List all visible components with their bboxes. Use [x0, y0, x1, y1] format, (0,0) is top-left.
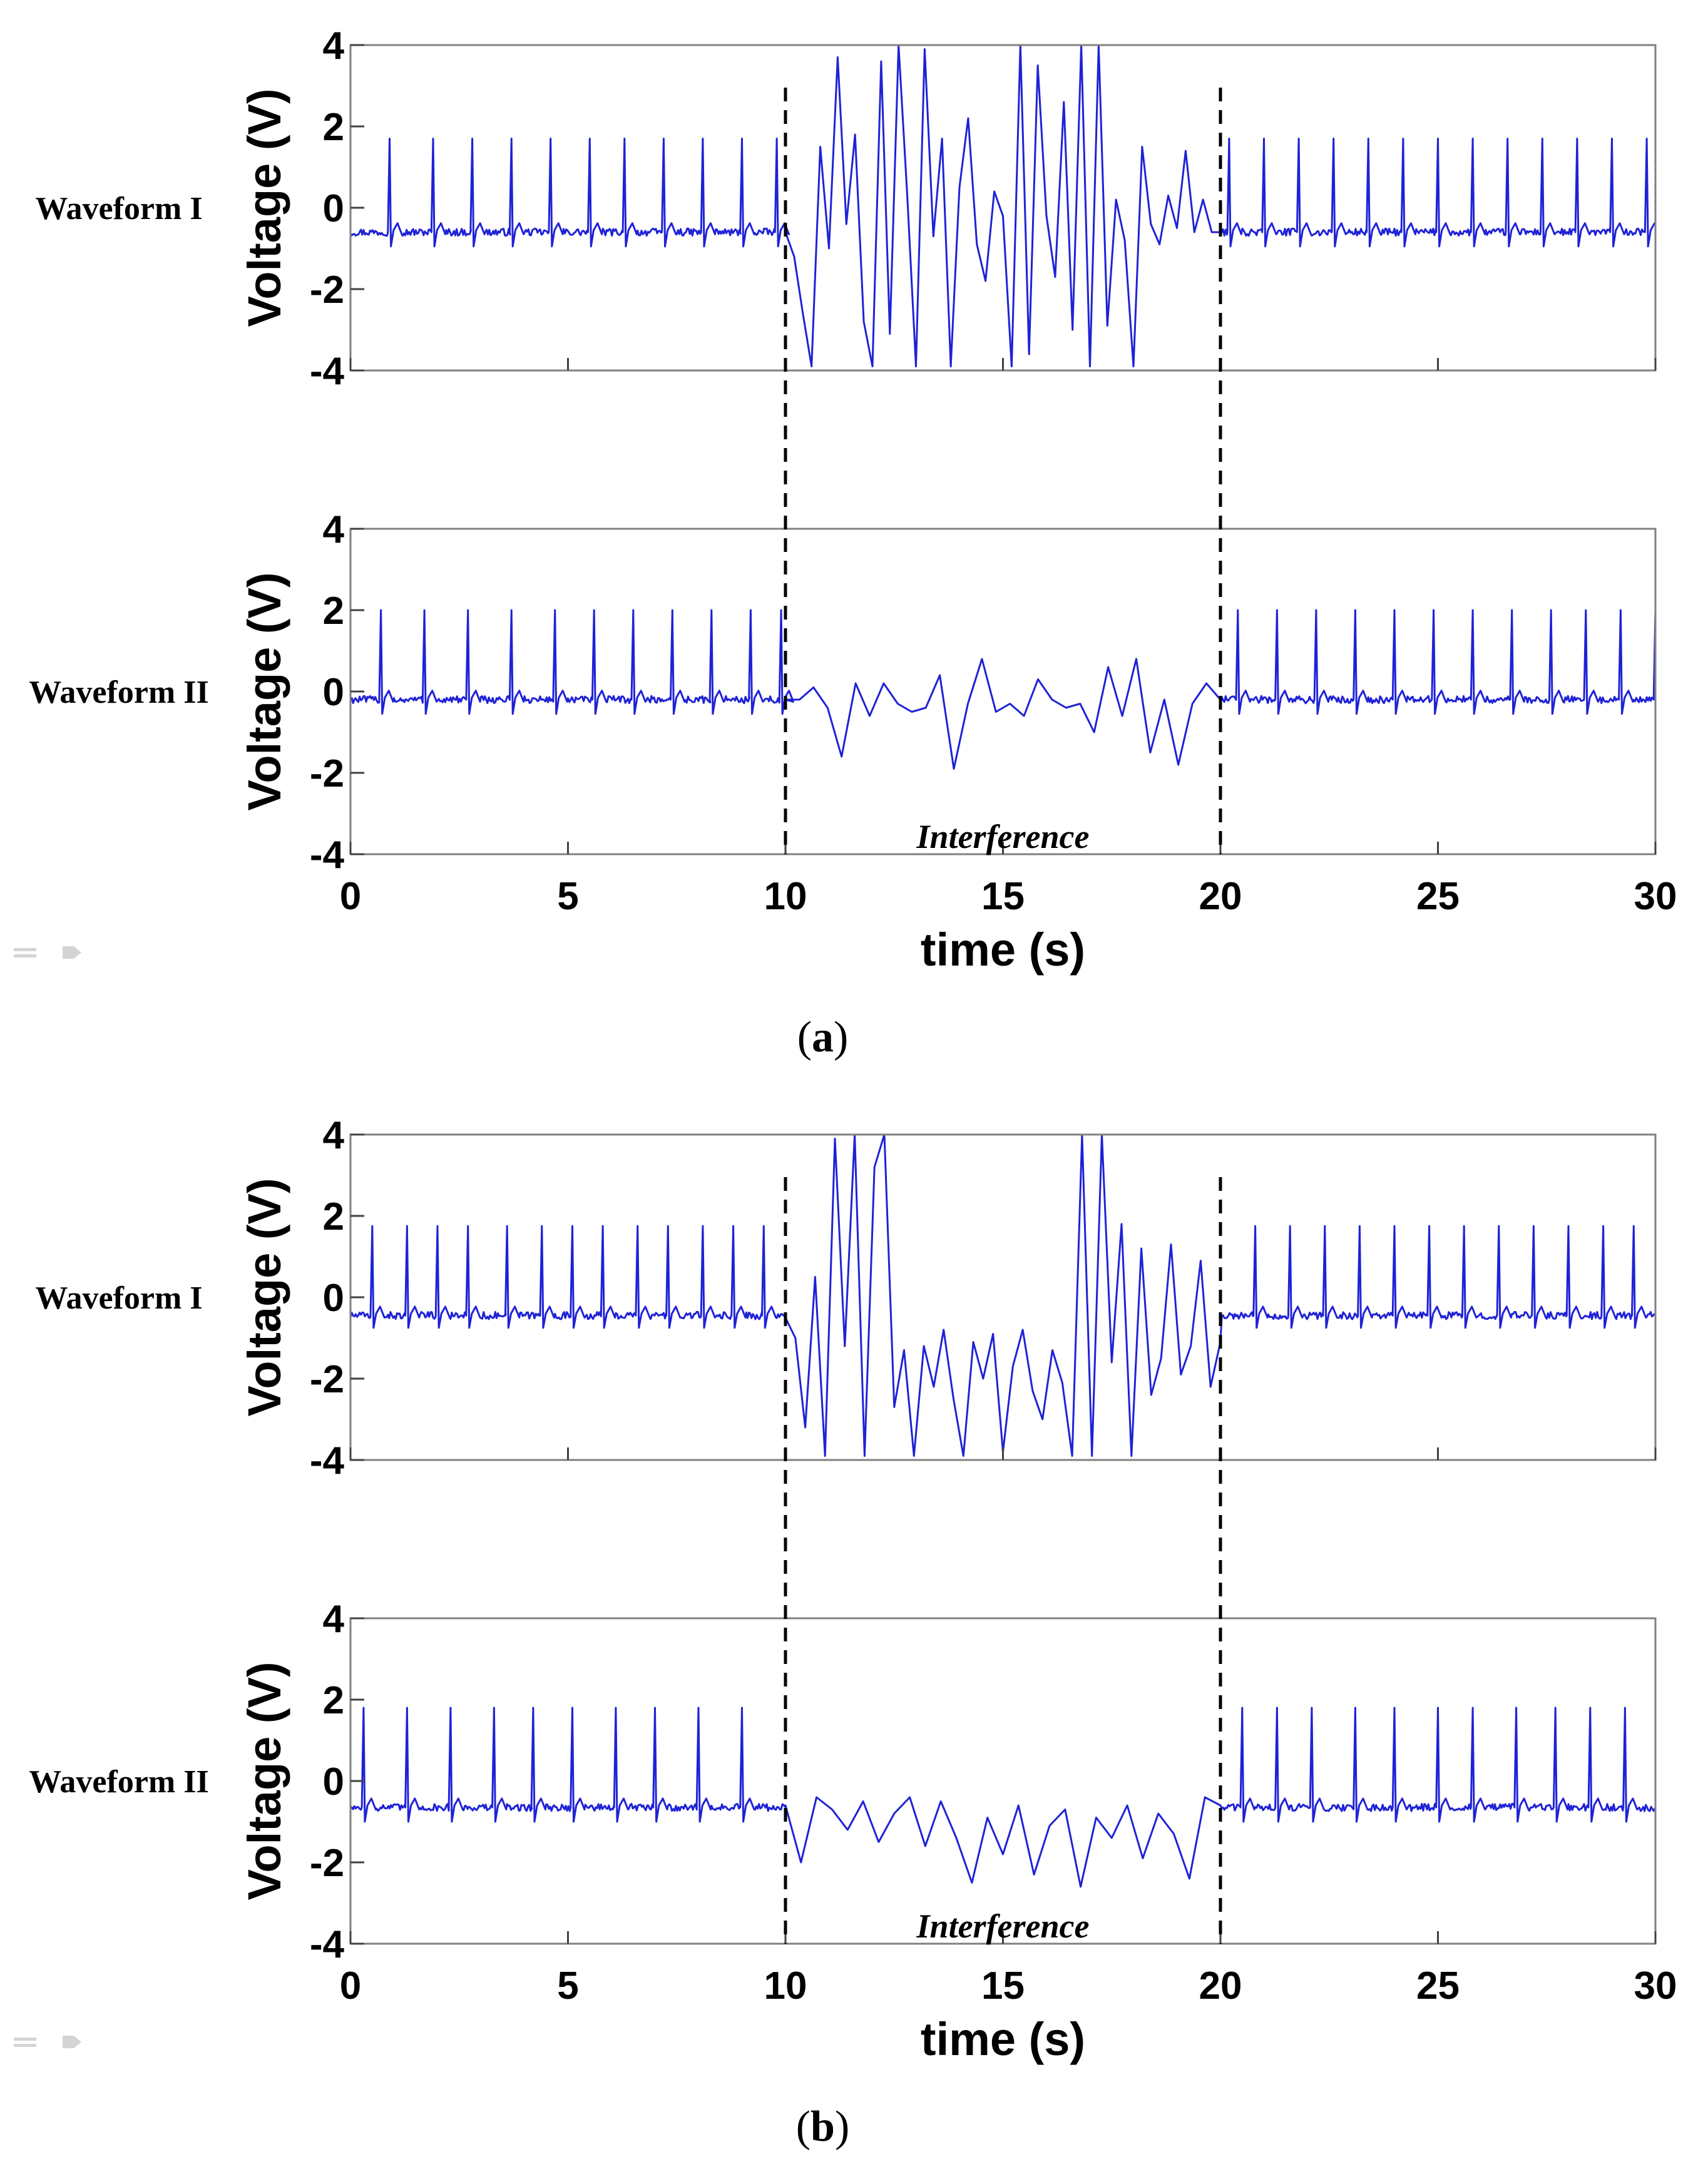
y-tick-label: 4: [323, 1114, 345, 1157]
panel-caption: (b): [796, 2103, 850, 2151]
y-tick-label: 2: [323, 106, 344, 149]
y-tick-label: 4: [323, 508, 345, 551]
x-tick-label: 30: [1634, 1964, 1677, 2008]
x-tick-label: 10: [764, 875, 807, 918]
plot-frame: [349, 44, 1657, 372]
x-tick-label: 0: [340, 875, 361, 918]
x-tick-label: 5: [557, 875, 578, 918]
y-tick-label: -4: [310, 1923, 345, 1966]
y-tick-label: 0: [323, 671, 344, 714]
y-axis-label: Voltage (V): [238, 1178, 290, 1417]
y-axis-label: Voltage (V): [238, 89, 290, 327]
x-tick-label: 30: [1634, 875, 1677, 918]
y-tick-label: -4: [310, 350, 345, 393]
y-tick-label: 0: [323, 1277, 344, 1320]
waveform-label: Waveform I: [35, 191, 202, 227]
y-tick-label: 2: [323, 589, 344, 633]
signal-trace: [350, 1707, 1655, 1888]
interference-label: Interference: [916, 1907, 1090, 1945]
panel-b: 4 2 0 -2 -4 Voltage (V) Waveform I 4 2 0 -2 -4 Volta…: [0, 1090, 1708, 2179]
x-tick-label: 0: [340, 1964, 361, 2008]
toolbar-icon: [14, 2036, 81, 2048]
y-tick-label: 4: [323, 24, 345, 68]
x-tick-label: 15: [981, 875, 1025, 918]
x-tick-label: 5: [557, 1964, 578, 2008]
interference-label: Interference: [916, 818, 1090, 855]
plot-frame: [349, 1133, 1657, 1461]
y-tick-label: 0: [323, 1760, 344, 1804]
x-axis-label: time (s): [921, 924, 1085, 976]
panel-caption: (a): [797, 1013, 849, 1061]
x-tick-label: 25: [1416, 1964, 1460, 2008]
y-tick-label: 0: [323, 187, 344, 230]
toolbar-icon: [14, 946, 81, 959]
y-tick-label: 2: [323, 1679, 344, 1722]
x-tick-label: 20: [1199, 1964, 1242, 2008]
y-tick-label: -2: [310, 1842, 344, 1885]
plot-frame: [349, 528, 1657, 855]
y-tick-label: -2: [310, 268, 344, 312]
waveform-label: Waveform II: [29, 675, 208, 710]
subplot-waveform-ii: 4 2 0 -2 -4 Voltage (V) Waveform II: [29, 1598, 1657, 1966]
x-tick-label: 15: [981, 1964, 1025, 2008]
signal-trace: [350, 609, 1655, 770]
y-axis-label: Voltage (V): [238, 573, 290, 811]
subplot-waveform-i: 4 2 0 -2 -4 Voltage (V) Waveform I: [35, 24, 1657, 393]
signal-trace: [350, 1135, 1655, 1457]
waveform-label: Waveform I: [35, 1280, 202, 1316]
y-tick-label: 4: [323, 1598, 345, 1641]
y-tick-label: -2: [310, 1358, 344, 1401]
y-tick-label: -4: [310, 834, 345, 877]
plot-frame: [349, 1617, 1657, 1945]
signal-trace: [350, 45, 1655, 367]
x-tick-label: 10: [764, 1964, 807, 2008]
y-tick-label: 2: [323, 1195, 344, 1238]
subplot-waveform-ii: 4 2 0 -2 -4 Voltage (V) Waveform II: [29, 508, 1657, 877]
x-tick-label: 20: [1199, 875, 1242, 918]
x-axis-label: time (s): [921, 2013, 1085, 2065]
panel-a: 4 2 0 -2 -4 Voltage (V) Waveform I 4 2 0 -2 -4 Volta…: [14, 24, 1677, 1061]
y-axis-label: Voltage (V): [238, 1662, 290, 1901]
waveform-label: Waveform II: [29, 1764, 208, 1800]
y-tick-label: -2: [310, 752, 344, 795]
subplot-waveform-i: 4 2 0 -2 -4 Voltage (V) Waveform I: [35, 1114, 1657, 1482]
x-tick-label: 25: [1416, 875, 1460, 918]
y-tick-label: -4: [310, 1439, 345, 1482]
